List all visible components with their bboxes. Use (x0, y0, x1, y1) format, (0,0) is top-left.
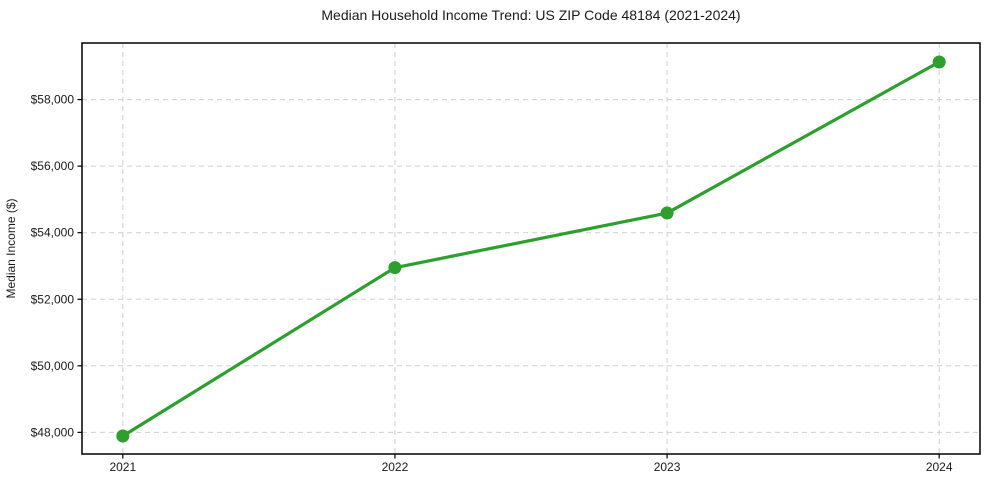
x-tick-label: 2021 (109, 460, 136, 474)
data-point (116, 429, 130, 443)
data-point (932, 55, 946, 69)
data-point (388, 261, 402, 275)
x-tick-label: 2022 (382, 460, 409, 474)
y-tick-label: $56,000 (31, 159, 75, 173)
x-tick-label: 2023 (654, 460, 681, 474)
y-tick-label: $48,000 (31, 425, 75, 439)
data-point (660, 206, 674, 220)
x-tick-label: 2024 (926, 460, 953, 474)
y-axis-label: Median Income ($) (4, 198, 18, 298)
y-tick-label: $52,000 (31, 292, 75, 306)
chart-title: Median Household Income Trend: US ZIP Co… (321, 7, 741, 23)
plot-border (81, 42, 981, 455)
data-line (121, 60, 941, 438)
y-tick-label: $54,000 (31, 226, 75, 240)
y-tick-label: $58,000 (31, 93, 75, 107)
y-tick-label: $50,000 (31, 359, 75, 373)
